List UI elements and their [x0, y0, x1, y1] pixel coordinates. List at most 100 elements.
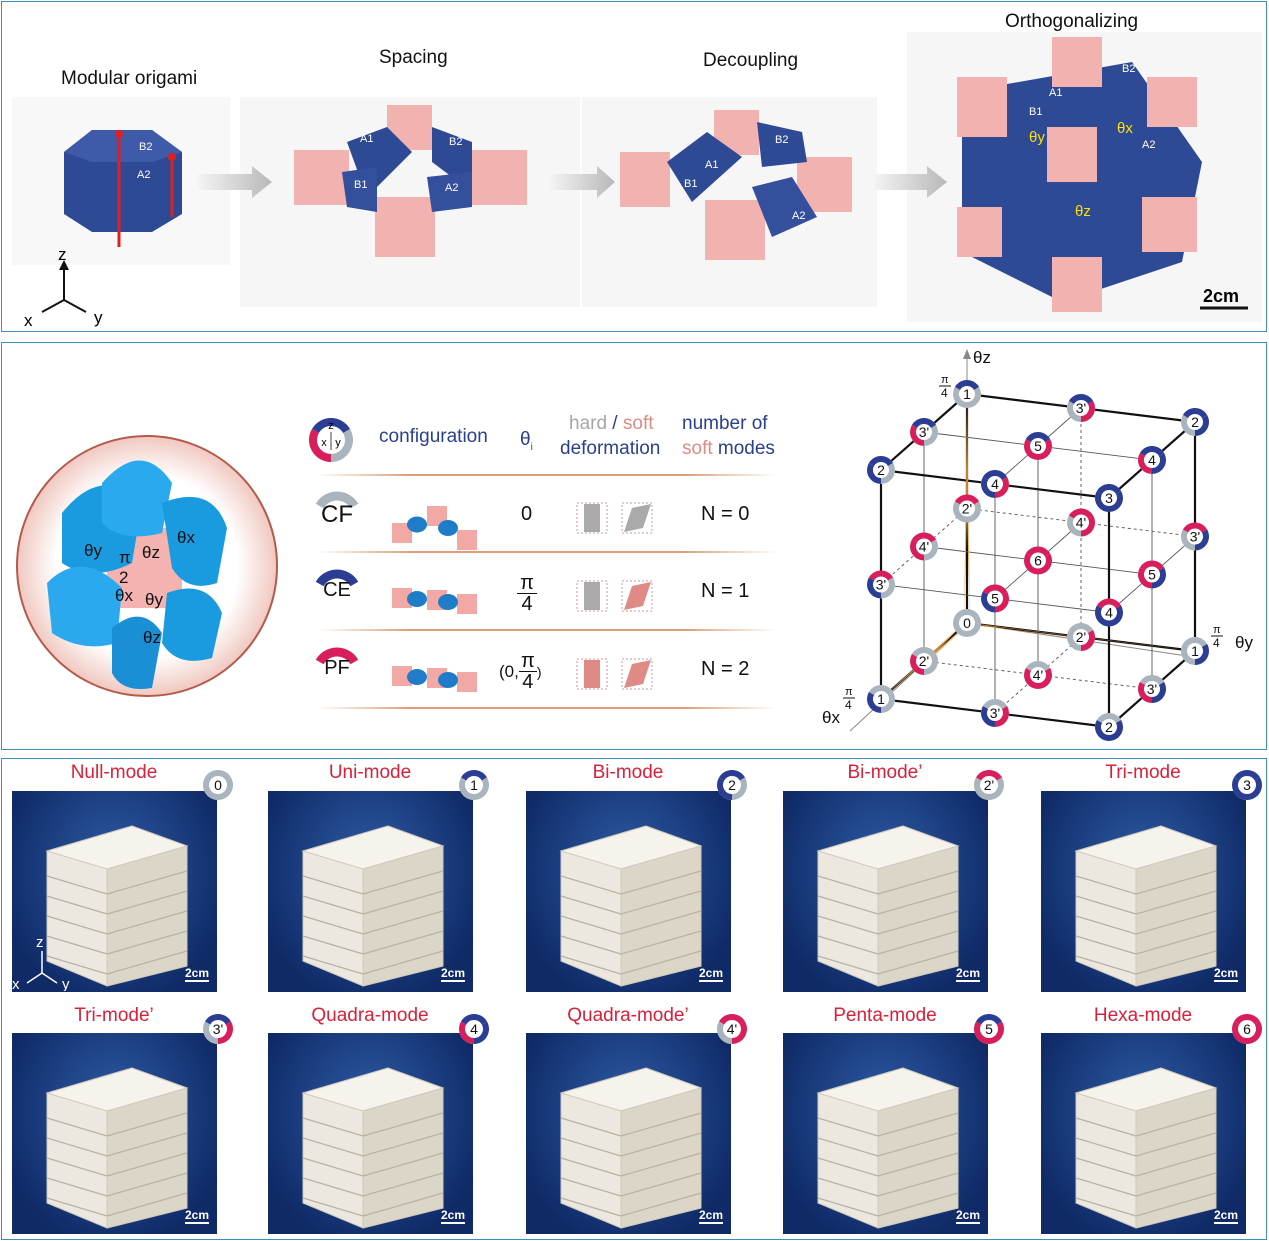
ring-sector-z — [1025, 546, 1051, 557]
mode-tile: Tri-mode’ 2cm — [12, 1001, 262, 1241]
label-A1: A1 — [1049, 87, 1062, 99]
header-configuration: configuration — [379, 426, 488, 447]
ring-sector-z — [1025, 432, 1051, 443]
stage-title-modular: Modular origami — [61, 68, 198, 89]
ring-sector-x — [309, 429, 332, 462]
mode-tile: Penta-mode 2cm — [783, 1001, 1033, 1241]
ring-sector-y — [1037, 439, 1052, 460]
ring-sector-z — [311, 418, 351, 434]
label-A2: A2 — [445, 182, 458, 194]
ring-sector-z — [911, 532, 937, 543]
ring-sector-x — [717, 777, 733, 800]
mode-title: Tri-mode’ — [74, 1005, 154, 1026]
axes-triad: z x y — [24, 245, 103, 330]
scale-bar: 2cm — [1213, 966, 1238, 982]
ring-sector-y — [1194, 644, 1209, 665]
ring-sector-z — [1234, 770, 1260, 781]
cube-node: 0 — [953, 609, 981, 637]
soft-word: soft — [622, 413, 654, 434]
angle-theta-z: θz — [1075, 203, 1091, 220]
node-label: 3' — [213, 1021, 223, 1037]
scale-bar: 2cm — [440, 1208, 465, 1224]
node-label: 3' — [1147, 681, 1157, 697]
ring-sector-z — [1182, 637, 1208, 648]
lattice-prototype-image — [45, 1067, 189, 1229]
ring-sector-y — [217, 1021, 233, 1044]
ring-sector-y — [1194, 529, 1209, 551]
label-B2: B2 — [775, 134, 788, 146]
mode-name-CE: CE — [323, 579, 351, 601]
ring-sector-z — [461, 1014, 487, 1025]
tick-pi-0: π — [941, 374, 949, 386]
tick-den-1: 4 — [1213, 636, 1220, 650]
scale-bar-label: 2cm — [1203, 286, 1239, 306]
ring-sector-x — [203, 1021, 219, 1044]
orthogonalized-unit: B2 A1 B1 A2 θy θx θz — [957, 37, 1202, 312]
mode-tile: Null-mode 2cm z x y — [12, 759, 262, 999]
legend-axis-z: z — [328, 420, 334, 432]
mode-badge: 2' — [974, 770, 1004, 800]
ring-sector-z — [1139, 560, 1165, 571]
prototype-photo: 2cm — [526, 791, 731, 992]
ring-sector-y — [731, 777, 747, 800]
mode-badge: 1 — [459, 770, 489, 800]
label-theta-y-2: θy — [145, 590, 163, 609]
ring-sector-y — [880, 577, 895, 599]
mode-badge: 3 — [1232, 770, 1262, 800]
ring-sector-z — [1182, 522, 1208, 533]
origami-assembly-panel: Modular origami Spacing Decoupling Ortho… — [1, 1, 1267, 332]
hard-deformation-frame — [576, 658, 608, 690]
header-hard-soft: hard / soft — [569, 411, 654, 436]
ring-sector-y — [994, 477, 1009, 498]
label-A2: A2 — [1142, 139, 1155, 151]
node-label: 3' — [990, 705, 1000, 721]
ring-sector-x — [867, 577, 882, 599]
cube-node: 1 — [1181, 637, 1209, 665]
soft-deformation-icon — [624, 504, 651, 532]
ring-sector-x — [867, 692, 882, 713]
chain-configuration-icon — [392, 588, 477, 614]
interval-close: ) — [536, 663, 542, 680]
ring-sector-x — [717, 1021, 733, 1044]
ring-sector-y — [1108, 491, 1123, 512]
configuration-rows-graphics — [315, 491, 653, 692]
axis-y-label: y — [62, 976, 70, 991]
label-A2: A2 — [792, 210, 805, 222]
arrow-head-icon — [963, 349, 971, 359]
ring-sector-x — [1095, 605, 1110, 627]
node-label: 5 — [1148, 567, 1156, 583]
mode-arc-icon — [315, 647, 359, 665]
ring-sector-y — [923, 425, 938, 446]
mode-badge: 2 — [717, 770, 747, 800]
cube-node: 4' — [1067, 508, 1095, 537]
cube-node: 3 — [1095, 484, 1123, 512]
ring-sector-y — [731, 1021, 747, 1044]
label-theta-x-2: θx — [115, 586, 133, 605]
mode-badge: 6 — [1232, 1014, 1262, 1044]
cube-edge — [994, 636, 1082, 714]
mode-tile: Bi-mode 2cm — [526, 759, 776, 999]
node-label: 4 — [1105, 605, 1113, 621]
cube-node: 2' — [910, 647, 938, 675]
ring-sector-x — [1067, 401, 1082, 422]
label-B1: B1 — [1029, 106, 1042, 118]
node-label: 5 — [985, 1021, 993, 1037]
ring-sector-x — [1138, 682, 1153, 703]
mode-title: Null-mode — [70, 762, 158, 783]
stage-title-orthogonalizing: Orthogonalizing — [1005, 11, 1139, 32]
ring-sector-z — [1096, 484, 1122, 495]
ring-sector-y — [880, 463, 895, 484]
lattice-prototype-image — [1074, 1067, 1218, 1229]
config-legend-icon: zx y — [309, 418, 353, 462]
prototype-photo: 2cm — [268, 791, 473, 992]
node-label: 4' — [1033, 667, 1043, 683]
hard-deformation-frame — [576, 580, 608, 612]
legend-axis-y: y — [335, 437, 341, 449]
hard-deformation-icon — [584, 582, 600, 610]
mode-cube-diagram: 02'12'4'3'13'22'4'3'4'653'5413'23'54243θ… — [822, 348, 1253, 741]
node-label: 1 — [470, 777, 478, 793]
label-theta-y: θy — [84, 541, 102, 560]
hard-deformation-frame — [576, 502, 608, 534]
label-B1: B1 — [354, 179, 367, 191]
ring-sector-y — [994, 591, 1009, 613]
